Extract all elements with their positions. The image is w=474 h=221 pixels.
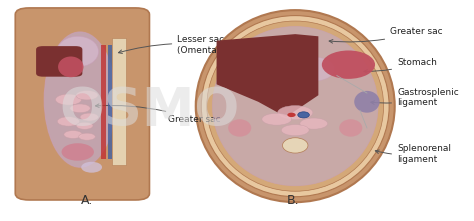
Ellipse shape — [76, 91, 98, 100]
Ellipse shape — [207, 21, 383, 191]
Text: Greater sac: Greater sac — [329, 27, 443, 43]
Ellipse shape — [283, 138, 308, 153]
Bar — [112, 38, 127, 165]
Ellipse shape — [76, 122, 93, 129]
Ellipse shape — [58, 57, 83, 77]
Ellipse shape — [339, 119, 362, 137]
Ellipse shape — [196, 10, 395, 202]
Ellipse shape — [201, 15, 389, 197]
Text: Stomach: Stomach — [364, 58, 437, 73]
Bar — [101, 45, 107, 158]
Text: Splenorenal
ligament: Splenorenal ligament — [375, 145, 451, 164]
Ellipse shape — [79, 133, 95, 140]
FancyBboxPatch shape — [15, 8, 149, 200]
Ellipse shape — [81, 162, 102, 173]
Ellipse shape — [57, 117, 80, 126]
Ellipse shape — [293, 57, 335, 81]
Ellipse shape — [57, 36, 99, 67]
Ellipse shape — [228, 119, 251, 137]
Ellipse shape — [300, 118, 328, 129]
Ellipse shape — [287, 113, 296, 117]
Text: OSMO: OSMO — [59, 84, 239, 137]
Text: Greater sac: Greater sac — [95, 104, 220, 124]
Text: B.: B. — [287, 194, 299, 206]
Ellipse shape — [354, 91, 380, 113]
Ellipse shape — [64, 131, 82, 138]
Ellipse shape — [70, 104, 90, 113]
Ellipse shape — [44, 32, 116, 167]
Ellipse shape — [62, 143, 94, 161]
Ellipse shape — [212, 27, 378, 186]
Bar — [108, 45, 112, 158]
Ellipse shape — [322, 50, 375, 79]
Text: Gastrosplenic
ligament: Gastrosplenic ligament — [371, 88, 459, 107]
FancyBboxPatch shape — [36, 46, 82, 77]
Ellipse shape — [262, 113, 292, 125]
Text: A.: A. — [81, 194, 93, 206]
Ellipse shape — [278, 106, 313, 120]
Ellipse shape — [80, 113, 99, 121]
Ellipse shape — [282, 125, 309, 136]
Ellipse shape — [55, 94, 82, 105]
Ellipse shape — [298, 112, 310, 118]
Polygon shape — [217, 34, 319, 117]
Text: Lesser sac
(Omental bursa): Lesser sac (Omental bursa) — [118, 35, 251, 55]
